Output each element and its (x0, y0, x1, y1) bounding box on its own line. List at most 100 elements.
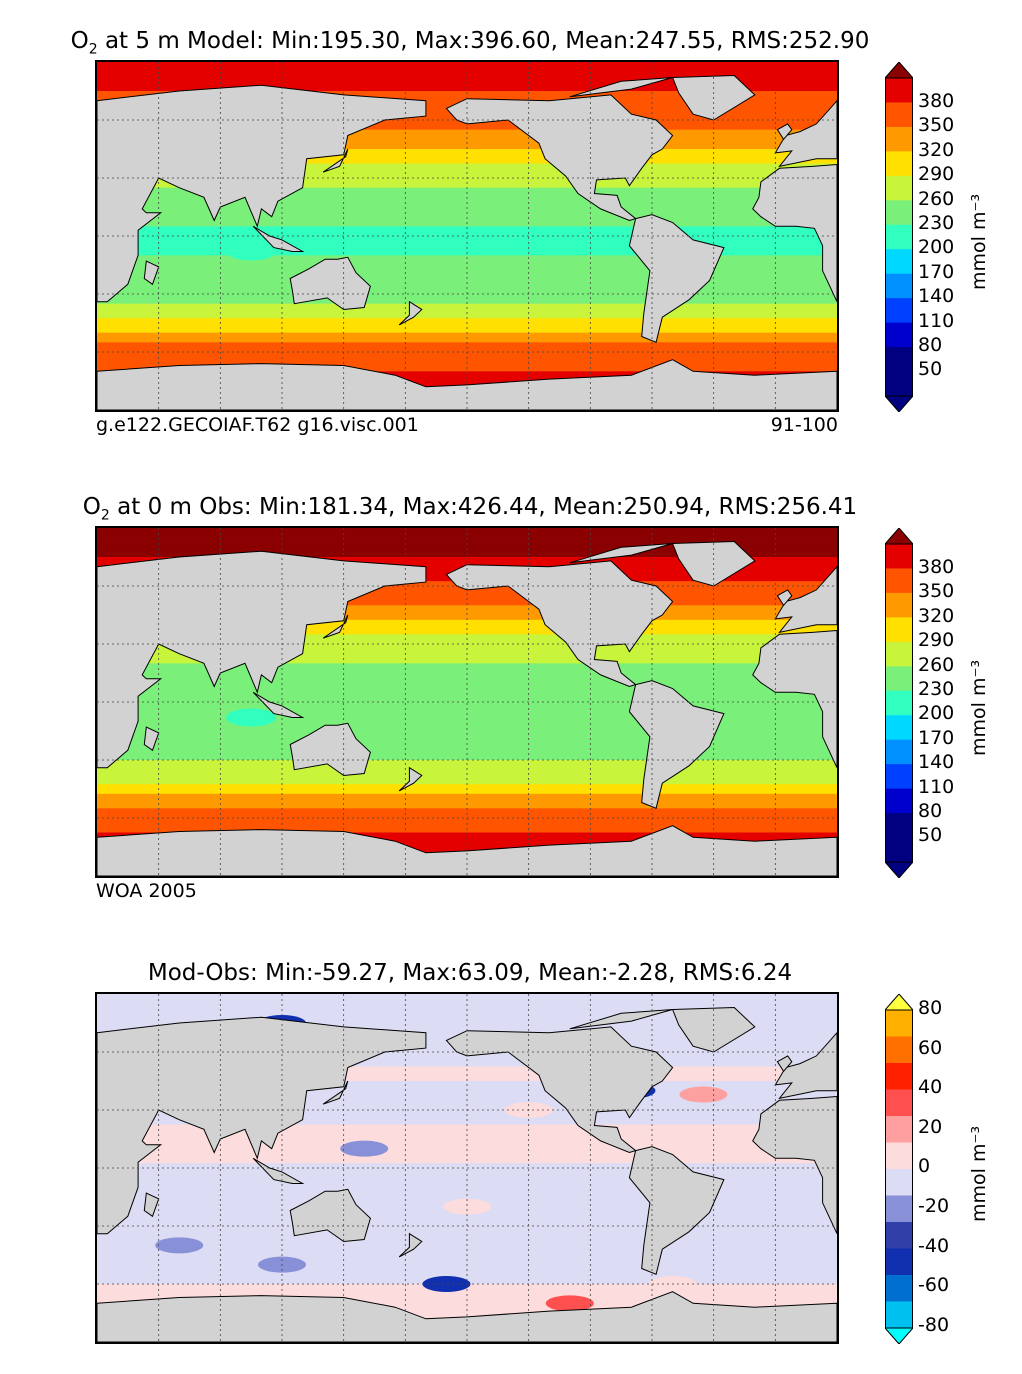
north-america-landmass (445, 94, 674, 222)
ocean-band (97, 779, 837, 785)
graticule (97, 528, 837, 876)
colorbar-segment (885, 837, 913, 863)
ocean-band (97, 76, 837, 82)
ocean-band (97, 1226, 837, 1232)
madagascar-landmass (143, 260, 160, 286)
uk-landmass (776, 1055, 793, 1073)
ocean-band (97, 221, 837, 227)
colorbar-segment (885, 298, 913, 324)
ocean-band (97, 542, 837, 548)
ocean-band (97, 789, 837, 795)
north-america-landmass (445, 1026, 674, 1154)
eurasia-landmass (97, 550, 427, 769)
colorbar-extend-min (883, 1327, 915, 1345)
ocean-band (97, 1090, 837, 1097)
anomaly-patch (679, 1086, 728, 1103)
ocean-band (97, 352, 837, 358)
colorbar-segment (885, 249, 913, 275)
colorbar-segment (885, 1010, 913, 1037)
colorbar-tick-label: 380 (918, 556, 955, 578)
ocean-band (97, 1269, 837, 1275)
ocean-band (97, 1143, 837, 1150)
colorbar-tick-label: 50 (918, 824, 943, 847)
colorbar-tick-label: 0 (918, 1155, 931, 1178)
colorbar-segment (885, 151, 913, 177)
ocean-band (97, 682, 837, 689)
ocean-band (97, 1298, 837, 1304)
colorbar-label: mmol m⁻³ (968, 659, 990, 756)
ocean-band (97, 764, 837, 771)
colorbar-segment (885, 1063, 913, 1090)
ocean-band (97, 144, 837, 150)
ocean-band (97, 66, 837, 73)
colorbar-segment (885, 1222, 913, 1249)
europe-landmass (774, 99, 837, 168)
colorbar-segment (885, 200, 913, 226)
colorbar-extend-max (883, 61, 915, 79)
ocean-band (97, 149, 837, 155)
colorbar-tick-label: 80 (918, 334, 943, 356)
ocean-band (97, 619, 837, 626)
ocean-band (97, 216, 837, 223)
ocean-band (97, 323, 837, 329)
colorbar-tick-label: -80 (918, 1313, 950, 1336)
ocean-band (97, 793, 837, 800)
ocean-band (97, 677, 837, 684)
colorbar (883, 61, 915, 413)
colorbar-tick-label: 200 (918, 236, 955, 259)
colorbar-label: mmol m⁻³ (968, 193, 990, 290)
ocean-band (97, 1250, 837, 1256)
colorbar-segment (885, 1195, 913, 1223)
anomaly-patch (422, 1276, 471, 1292)
ocean-band (97, 832, 837, 838)
ocean-band (97, 760, 837, 766)
ocean-band (97, 332, 837, 339)
ocean-band (97, 187, 837, 194)
ocean-band (97, 1264, 837, 1271)
arctic-islands-landmass (569, 543, 673, 564)
colorbar-segment (885, 347, 913, 373)
australia-landmass (289, 256, 371, 311)
ocean-band (97, 994, 837, 1000)
ocean-band (97, 313, 837, 319)
colorbar-segment (885, 617, 913, 643)
equatorial-pacific-low-o2 (499, 236, 640, 247)
colorbar-extend-min (883, 395, 915, 413)
ocean-band (97, 347, 837, 353)
colorbar-tick-label: 170 (918, 260, 955, 283)
ocean-band (97, 528, 837, 534)
colorbar (883, 527, 915, 879)
europe-landmass (774, 565, 837, 634)
colorbar-tick-label: -40 (918, 1234, 950, 1257)
ocean-band (97, 769, 837, 776)
colorbar-tick-label: 290 (918, 629, 955, 652)
years-caption: 91-100 (770, 414, 838, 436)
ocean-band (97, 1110, 837, 1116)
ocean-band (97, 547, 837, 553)
madagascar-landmass (143, 726, 160, 752)
colorbar (883, 993, 915, 1345)
ocean-band (97, 1124, 837, 1130)
japan-landmass (322, 614, 349, 639)
indonesia-landmass (252, 691, 305, 718)
eurasia-landmass (97, 84, 427, 303)
colorbar-segment (885, 715, 913, 741)
ocean-band (97, 207, 837, 213)
colorbar-tick-label: -20 (918, 1195, 950, 1217)
colorbar-segment (885, 371, 913, 397)
chart-title: Mod-Obs: Min:-59.27, Max:63.09, Mean:-2.… (147, 960, 793, 986)
colorbar-segment (885, 78, 913, 103)
map-plot (95, 60, 839, 412)
ocean-band (97, 1003, 837, 1010)
colorbar-tick-label: 40 (918, 1076, 943, 1099)
ocean-band (97, 361, 837, 368)
ocean-band (97, 673, 837, 679)
ocean-band (97, 1240, 837, 1246)
ocean-band (97, 1221, 837, 1227)
ocean-band (97, 163, 837, 169)
ocean-band (97, 289, 837, 295)
south-america-landmass (628, 214, 725, 343)
ocean-band (97, 803, 837, 809)
ocean-band (97, 327, 837, 334)
new-zealand-landmass (398, 1232, 423, 1258)
